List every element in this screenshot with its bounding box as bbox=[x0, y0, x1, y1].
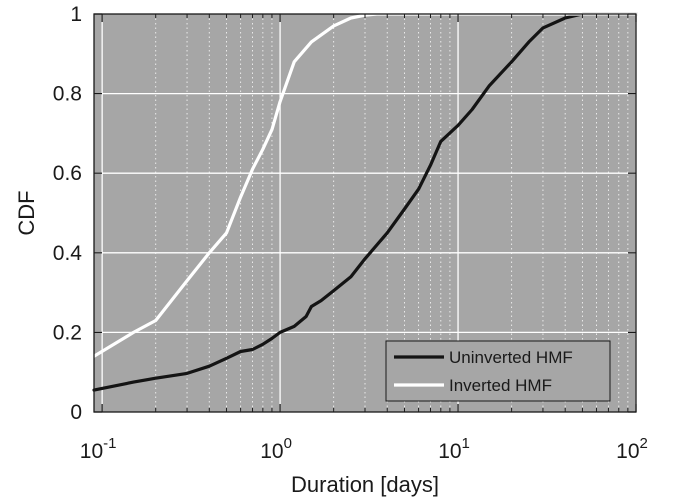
y-tick-label: 0.6 bbox=[53, 162, 82, 185]
data-series bbox=[92, 12, 638, 392]
axis-ticks: 10-1 100 101 102 0 0.2 0.4 0.6 0.8 1 bbox=[53, 3, 648, 463]
legend-box bbox=[385, 340, 611, 402]
y-axis-label: CDF bbox=[14, 190, 39, 235]
series-line-uninverted bbox=[92, 12, 638, 392]
legend-label-uninverted: Uninverted HMF bbox=[449, 348, 573, 367]
y-tick-label: 0 bbox=[70, 401, 82, 424]
y-tick-label: 0.2 bbox=[53, 321, 82, 344]
y-tick-label: 0.4 bbox=[53, 242, 83, 265]
legend-label-inverted: Inverted HMF bbox=[449, 376, 552, 395]
x-tick-label: 10-1 bbox=[80, 435, 117, 463]
x-tick-label: 100 bbox=[260, 435, 292, 463]
x-tick-label: 101 bbox=[438, 435, 470, 463]
legend: Uninverted HMF Inverted HMF bbox=[385, 340, 611, 402]
y-tick-label: 1 bbox=[70, 3, 82, 26]
series-line-inverted bbox=[92, 12, 638, 358]
x-tick-label: 102 bbox=[616, 435, 648, 463]
x-axis-label: Duration [days] bbox=[291, 472, 439, 497]
y-tick-label: 0.8 bbox=[53, 83, 82, 106]
